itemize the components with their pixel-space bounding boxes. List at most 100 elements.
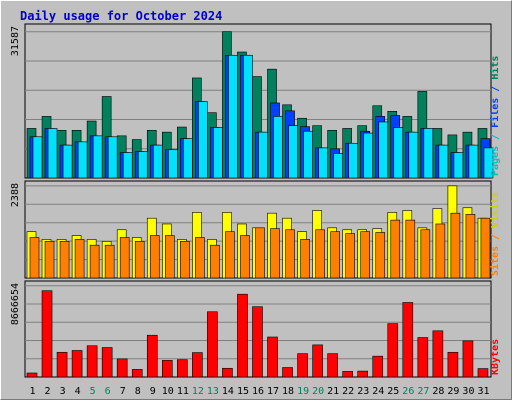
bar-pages-4 [77,141,88,179]
x-tick-label-10: 10 [162,386,174,397]
bar-sites-10 [164,235,175,279]
bar-kbytes-13 [207,311,218,378]
bar-sites-30 [465,214,476,279]
bar-sites-31 [480,217,491,279]
bar-kbytes-26 [402,302,414,378]
bar-kbytes-9 [146,334,158,378]
bar-kbytes-18 [282,367,293,378]
bar-sites-9 [149,235,160,279]
bar-pages-26 [408,131,419,179]
bar-kbytes-14 [222,367,233,378]
bar-pages-11 [183,138,193,179]
x-tick-label-21: 21 [327,386,339,397]
bar-pages-17 [273,116,283,179]
x-tick-label-5: 5 [90,386,96,397]
bar-sites-16 [255,227,265,279]
bar-sites-22 [345,233,355,279]
bar-kbytes-3 [56,351,68,378]
bar-pages-14 [228,54,238,179]
y-axis-max-label: 31587 [10,26,21,56]
bar-sites-27 [420,229,431,279]
x-tick-label-3: 3 [60,386,66,397]
bar-pages-8 [137,151,148,179]
bar-pages-6 [107,136,118,179]
bar-kbytes-25 [387,323,399,378]
x-tick-label-27: 27 [417,386,429,397]
bar-sites-2 [44,241,55,279]
bar-kbytes-28 [432,330,444,378]
bar-sites-29 [450,212,461,279]
bar-pages-2 [47,128,58,179]
bar-pages-7 [122,152,133,179]
bar-pages-9 [152,144,163,179]
bar-pages-21 [333,153,343,179]
y-axis-max-label: 8666654 [10,283,21,325]
bar-pages-1 [32,136,43,179]
bar-kbytes-29 [447,351,459,378]
bar-kbytes-4 [71,350,83,378]
y-axis-label-3: KBytes [490,339,501,375]
bar-pages-29 [453,152,464,179]
x-tick-label-9: 9 [150,386,156,397]
bar-kbytes-17 [267,336,278,378]
bar-sites-1 [29,237,40,279]
x-tick-label-8: 8 [135,386,141,397]
bar-sites-25 [390,219,401,279]
x-tick-label-28: 28 [432,386,444,397]
bar-kbytes-10 [161,360,173,378]
bar-sites-19 [300,239,310,279]
x-tick-label-6: 6 [105,386,111,397]
bar-sites-7 [119,237,130,279]
bar-kbytes-8 [131,369,143,378]
x-tick-label-24: 24 [372,386,384,397]
bar-kbytes-27 [417,337,429,378]
bar-kbytes-24 [372,355,384,378]
bar-pages-30 [468,144,479,179]
bar-pages-31 [483,147,494,179]
x-tick-label-29: 29 [447,386,459,397]
x-tick-label-23: 23 [357,386,369,397]
bar-sites-18 [285,229,295,279]
x-tick-label-1: 1 [30,386,36,397]
x-tick-label-25: 25 [387,386,399,397]
x-tick-label-4: 4 [75,386,81,397]
bar-kbytes-23 [357,370,369,378]
bar-kbytes-21 [327,353,338,378]
x-tick-label-31: 31 [477,386,489,397]
bar-kbytes-6 [101,347,113,378]
x-tick-label-19: 19 [297,386,309,397]
x-tick-label-14: 14 [222,386,234,397]
bar-sites-11 [180,241,190,279]
bar-pages-13 [213,127,223,179]
bar-pages-28 [438,144,449,179]
y-axis-label-2: Sites / Visits [489,192,501,276]
bar-pages-23 [363,132,374,179]
bar-sites-4 [74,239,85,279]
bar-pages-24 [378,121,389,179]
bar-sites-14 [225,231,235,279]
bar-sites-13 [210,244,220,279]
x-tick-label-22: 22 [342,386,354,397]
x-tick-label-12: 12 [192,386,204,397]
bar-pages-5 [92,135,103,179]
bar-pages-16 [258,131,268,179]
bar-sites-15 [240,235,250,279]
bar-pages-19 [303,130,313,179]
bar-sites-28 [435,223,446,279]
bar-kbytes-7 [116,358,128,378]
bar-sites-24 [375,232,386,279]
x-tick-label-15: 15 [237,386,249,397]
x-tick-label-17: 17 [267,386,279,397]
chart-title: Daily usage for October 2024 [20,9,222,23]
bar-pages-10 [167,149,178,179]
bar-kbytes-1 [26,372,38,378]
bar-pages-15 [243,54,253,179]
x-tick-label-2: 2 [45,386,51,397]
x-tick-label-7: 7 [120,386,126,397]
bar-sites-26 [405,219,416,279]
bar-kbytes-15 [237,293,248,378]
bar-sites-20 [315,229,325,279]
x-tick-label-20: 20 [312,386,324,397]
